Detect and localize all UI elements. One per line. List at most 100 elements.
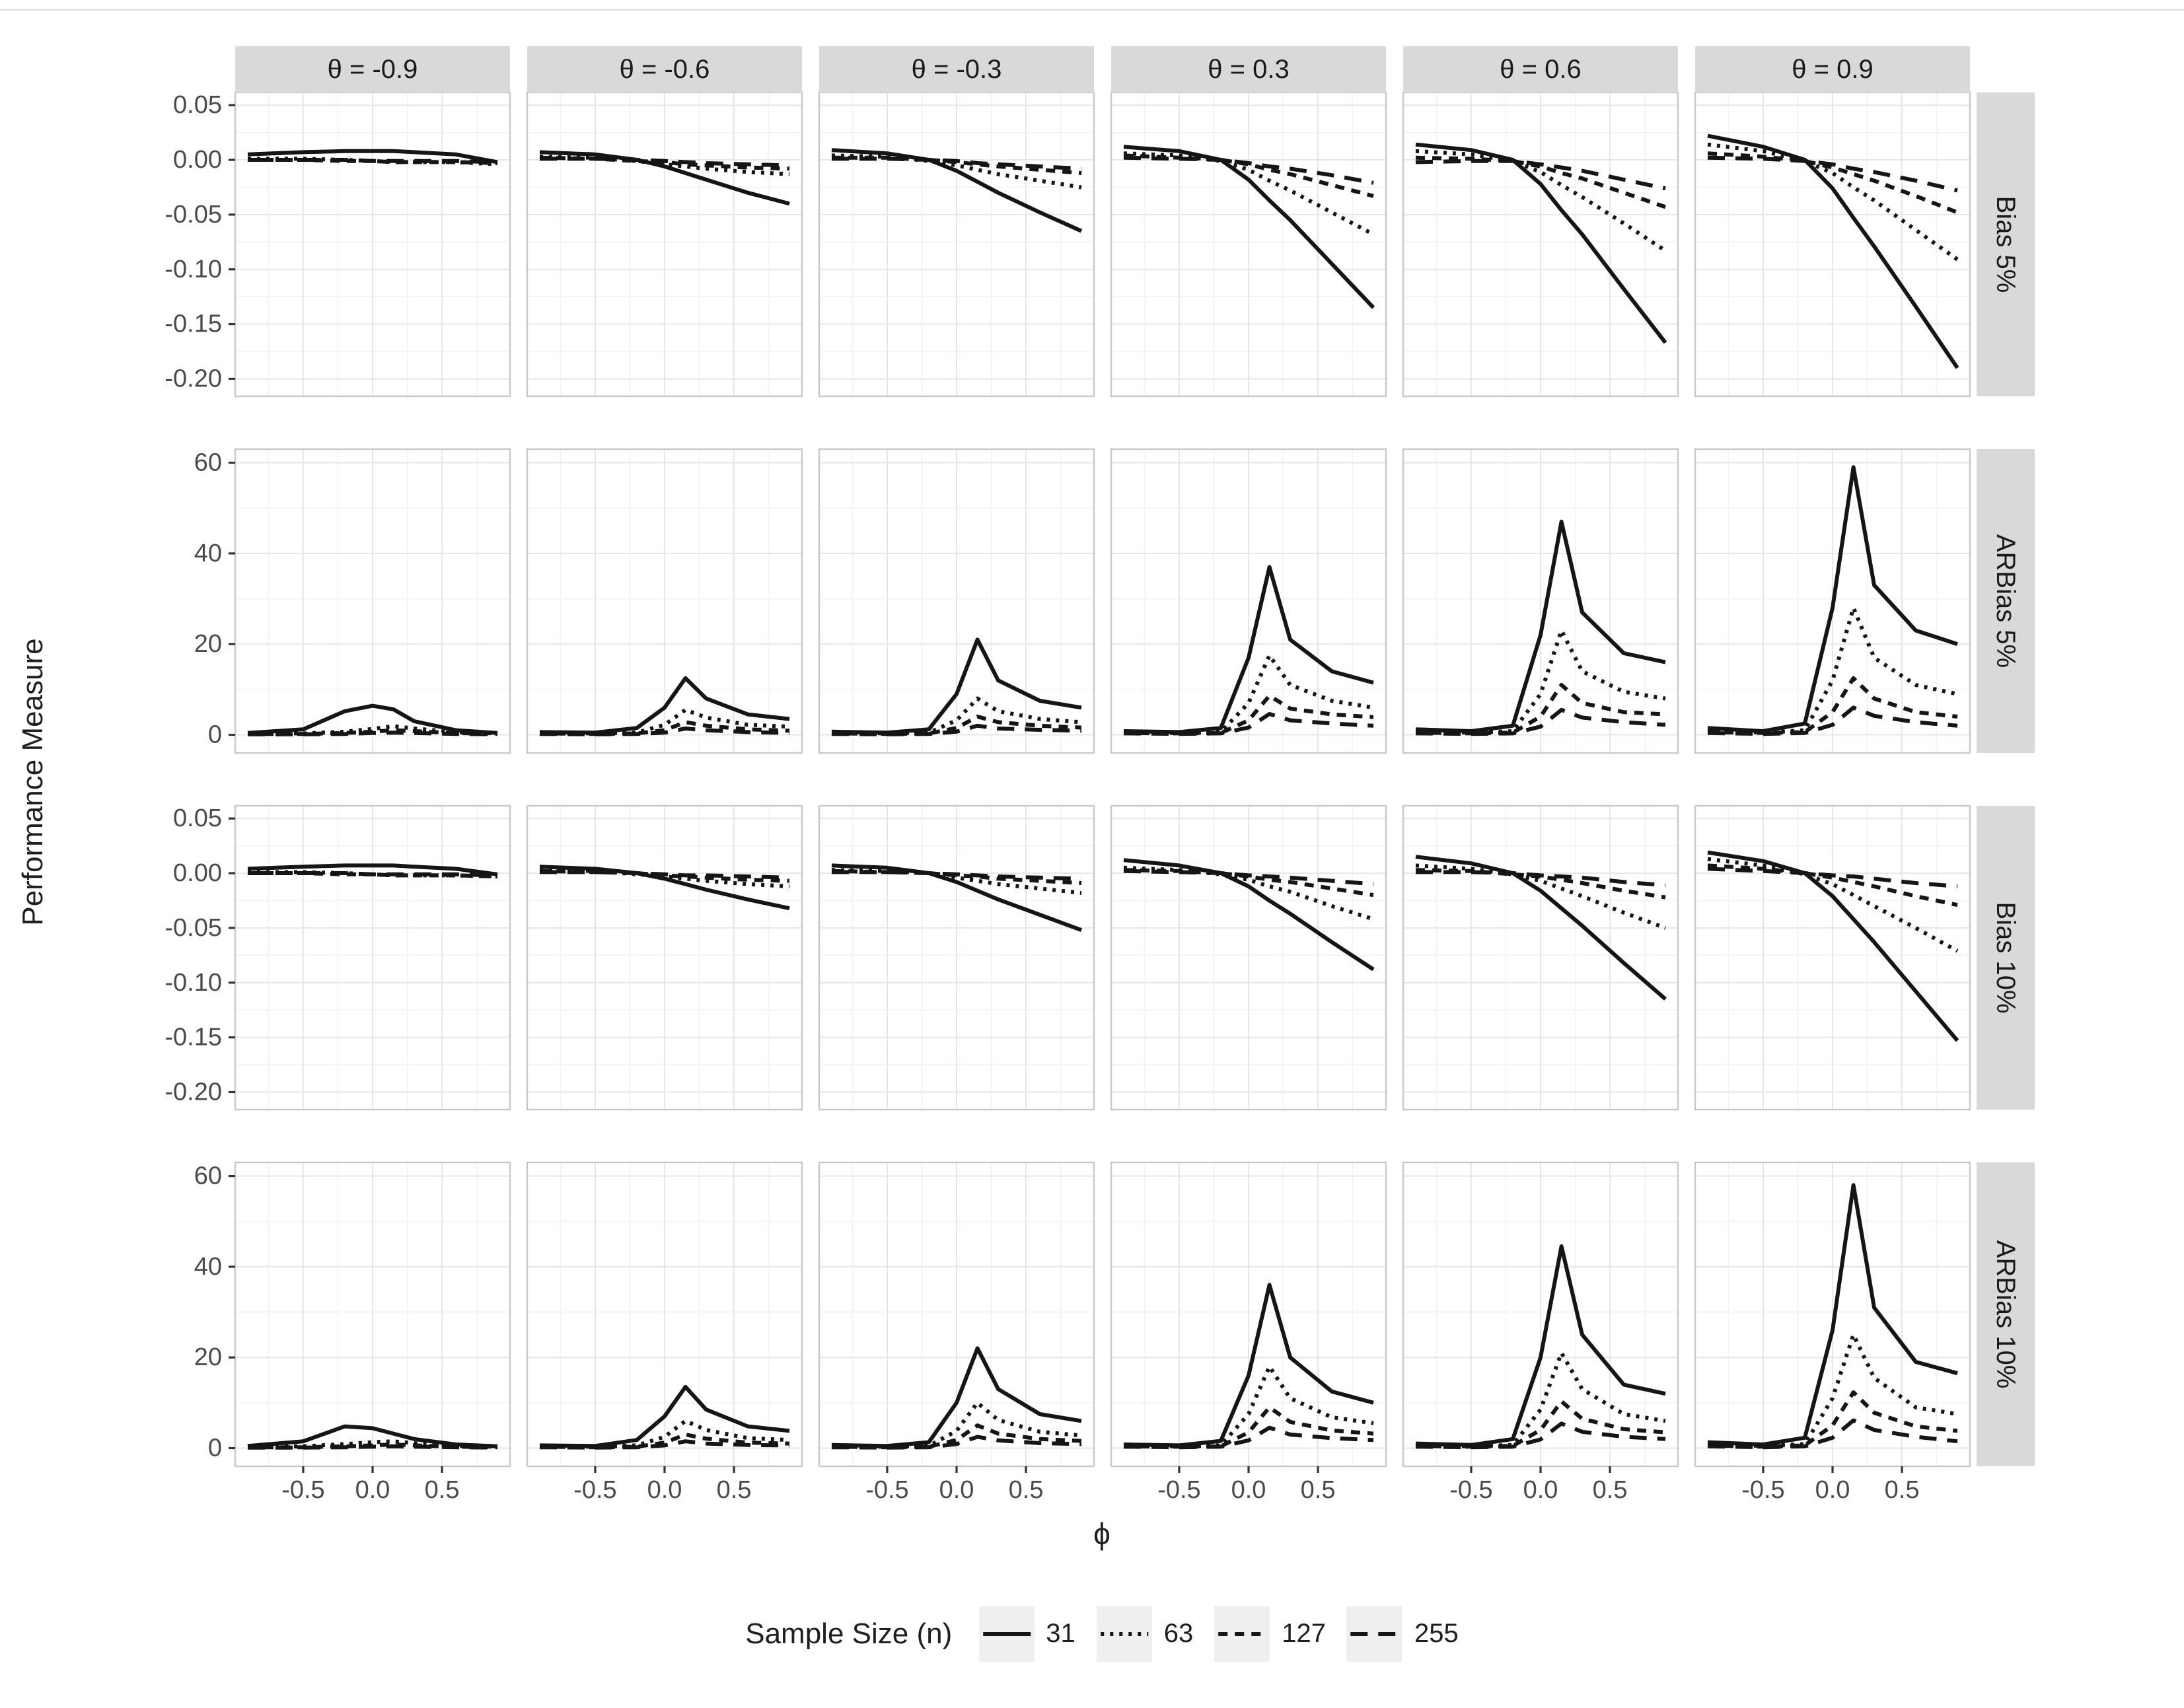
panel-r1-c5 bbox=[1402, 91, 1679, 398]
y-tick-label: 0 bbox=[208, 721, 222, 749]
panel-border bbox=[1110, 804, 1387, 1111]
longdash-line-key-icon bbox=[1347, 1606, 1403, 1662]
series-line-n127 bbox=[1707, 863, 1958, 907]
panel-r1-c3 bbox=[818, 91, 1095, 398]
series-line-n63 bbox=[1123, 865, 1374, 921]
series-line-n255 bbox=[1415, 1421, 1666, 1450]
column-strip-label: θ = -0.9 bbox=[328, 55, 418, 84]
panel-border bbox=[526, 448, 803, 754]
series-line-n255 bbox=[248, 1444, 498, 1450]
panel-border bbox=[818, 804, 1095, 1111]
x-tick-label: 0.5 bbox=[1301, 1476, 1336, 1504]
y-tick-label: 20 bbox=[194, 1343, 222, 1371]
series-line-n63 bbox=[1707, 142, 1959, 262]
x-tick-label: -0.5 bbox=[1157, 1476, 1200, 1504]
y-tick-label: 0.00 bbox=[173, 146, 222, 174]
dotted-line-key-icon bbox=[1096, 1606, 1152, 1662]
panel-border bbox=[234, 448, 511, 754]
panel-r4-c5: -0.5 0.0 0.5 bbox=[1402, 1161, 1679, 1504]
top-divider-line bbox=[0, 9, 2184, 11]
series-line-n255 bbox=[832, 157, 1082, 171]
x-tick-label: 0.0 bbox=[1523, 1476, 1558, 1504]
panel-r3-c4 bbox=[1110, 804, 1387, 1111]
series-line-n127 bbox=[1123, 868, 1374, 898]
column-strip-6: θ = 0.9 bbox=[1695, 46, 1970, 92]
series-line-n31 bbox=[831, 148, 1083, 233]
y-tick-label: -0.15 bbox=[164, 1024, 222, 1051]
panel-r1-c4 bbox=[1110, 91, 1387, 398]
column-strip-label: θ = -0.6 bbox=[620, 55, 710, 84]
x-tick-label: -0.5 bbox=[865, 1476, 908, 1504]
column-strip-2: θ = -0.6 bbox=[527, 46, 802, 92]
series-line-n255 bbox=[1123, 712, 1374, 736]
panel-r3-c6 bbox=[1694, 804, 1971, 1111]
series-line-n63 bbox=[1415, 628, 1666, 735]
series-line-n31 bbox=[539, 1384, 790, 1448]
column-strip-5: θ = 0.6 bbox=[1403, 46, 1678, 92]
panel-border bbox=[818, 448, 1095, 754]
series-line-n31 bbox=[831, 863, 1083, 933]
series-line-n127 bbox=[1123, 153, 1374, 198]
panel-r2-c6 bbox=[1694, 448, 1971, 754]
series-line-n127 bbox=[1707, 151, 1959, 215]
panel-r2-c4 bbox=[1110, 448, 1387, 754]
y-tick-label: 0.05 bbox=[173, 804, 222, 832]
series-line-n127 bbox=[831, 869, 1082, 885]
series-line-n127 bbox=[539, 869, 790, 883]
legend-item-n127: 127 bbox=[1214, 1606, 1326, 1662]
series-line-n31 bbox=[247, 1424, 498, 1448]
dashed-line-key-icon bbox=[1214, 1606, 1270, 1662]
column-strip-3: θ = -0.3 bbox=[819, 46, 1094, 92]
series-line-n127 bbox=[1707, 1390, 1958, 1449]
panel-r2-c1: 60 40 20 0 bbox=[194, 448, 511, 754]
series-line-n31 bbox=[1123, 1283, 1374, 1448]
series-line-n31 bbox=[247, 863, 498, 876]
x-tick-label: 0.0 bbox=[939, 1476, 974, 1504]
series-line-n31 bbox=[1707, 465, 1958, 733]
series-line-n63 bbox=[539, 1419, 790, 1449]
y-axis-title: Performance Measure bbox=[16, 638, 49, 926]
series-line-n255 bbox=[539, 727, 790, 736]
panel-r3-c2 bbox=[526, 804, 803, 1111]
series-line-n127 bbox=[831, 715, 1082, 736]
series-line-n127 bbox=[831, 1423, 1082, 1450]
y-tick-label: 0 bbox=[208, 1435, 222, 1462]
y-tick-label: 0.00 bbox=[173, 859, 222, 887]
series-line-n255 bbox=[248, 158, 498, 164]
series-line-n127 bbox=[1123, 1405, 1374, 1449]
panel-r1-c1: 0.05 0.00 -0.05 -0.10 -0.15 -0.20 bbox=[164, 91, 511, 398]
y-tick-label: -0.05 bbox=[164, 914, 222, 942]
series-line-n63 bbox=[1707, 606, 1958, 735]
panel-r4-c3: -0.5 0.0 0.5 bbox=[818, 1161, 1095, 1504]
panel-border bbox=[526, 804, 803, 1111]
solid-line-key-icon bbox=[978, 1606, 1035, 1662]
column-strip-label: θ = 0.9 bbox=[1792, 55, 1873, 84]
series-line-n255 bbox=[540, 157, 790, 168]
column-strip-label: θ = 0.3 bbox=[1208, 55, 1289, 84]
row-strip-label: ARBias 5% bbox=[1991, 534, 2020, 668]
panel-r3-c5 bbox=[1402, 804, 1679, 1111]
y-tick-label: 40 bbox=[194, 540, 222, 567]
panel-border bbox=[1402, 448, 1679, 754]
panel-r1-c6 bbox=[1694, 91, 1971, 398]
panel-r2-c3 bbox=[818, 448, 1095, 754]
series-line-n127 bbox=[1415, 868, 1666, 900]
series-line-n31 bbox=[1707, 1183, 1958, 1446]
series-line-n31 bbox=[247, 149, 498, 164]
series-line-n255 bbox=[1707, 1418, 1958, 1450]
x-tick-label: 0.0 bbox=[1815, 1476, 1850, 1504]
series-line-n31 bbox=[1415, 519, 1666, 733]
legend-item-n31: 31 bbox=[978, 1606, 1075, 1662]
series-line-n255 bbox=[540, 870, 790, 880]
series-line-n63 bbox=[539, 707, 790, 736]
series-line-n31 bbox=[1415, 855, 1667, 1001]
panel-r4-c6: -0.5 0.0 0.5 bbox=[1694, 1161, 1971, 1504]
y-tick-label: -0.10 bbox=[164, 256, 222, 283]
series-line-n127 bbox=[539, 1433, 790, 1450]
legend-label-n127: 127 bbox=[1282, 1619, 1327, 1648]
panel-r4-c4: -0.5 0.0 0.5 bbox=[1110, 1161, 1387, 1504]
series-line-n31 bbox=[1415, 142, 1667, 344]
series-line-n31 bbox=[1123, 858, 1375, 972]
column-strip-label: θ = -0.3 bbox=[912, 55, 1002, 84]
series-line-n31 bbox=[1707, 133, 1959, 369]
